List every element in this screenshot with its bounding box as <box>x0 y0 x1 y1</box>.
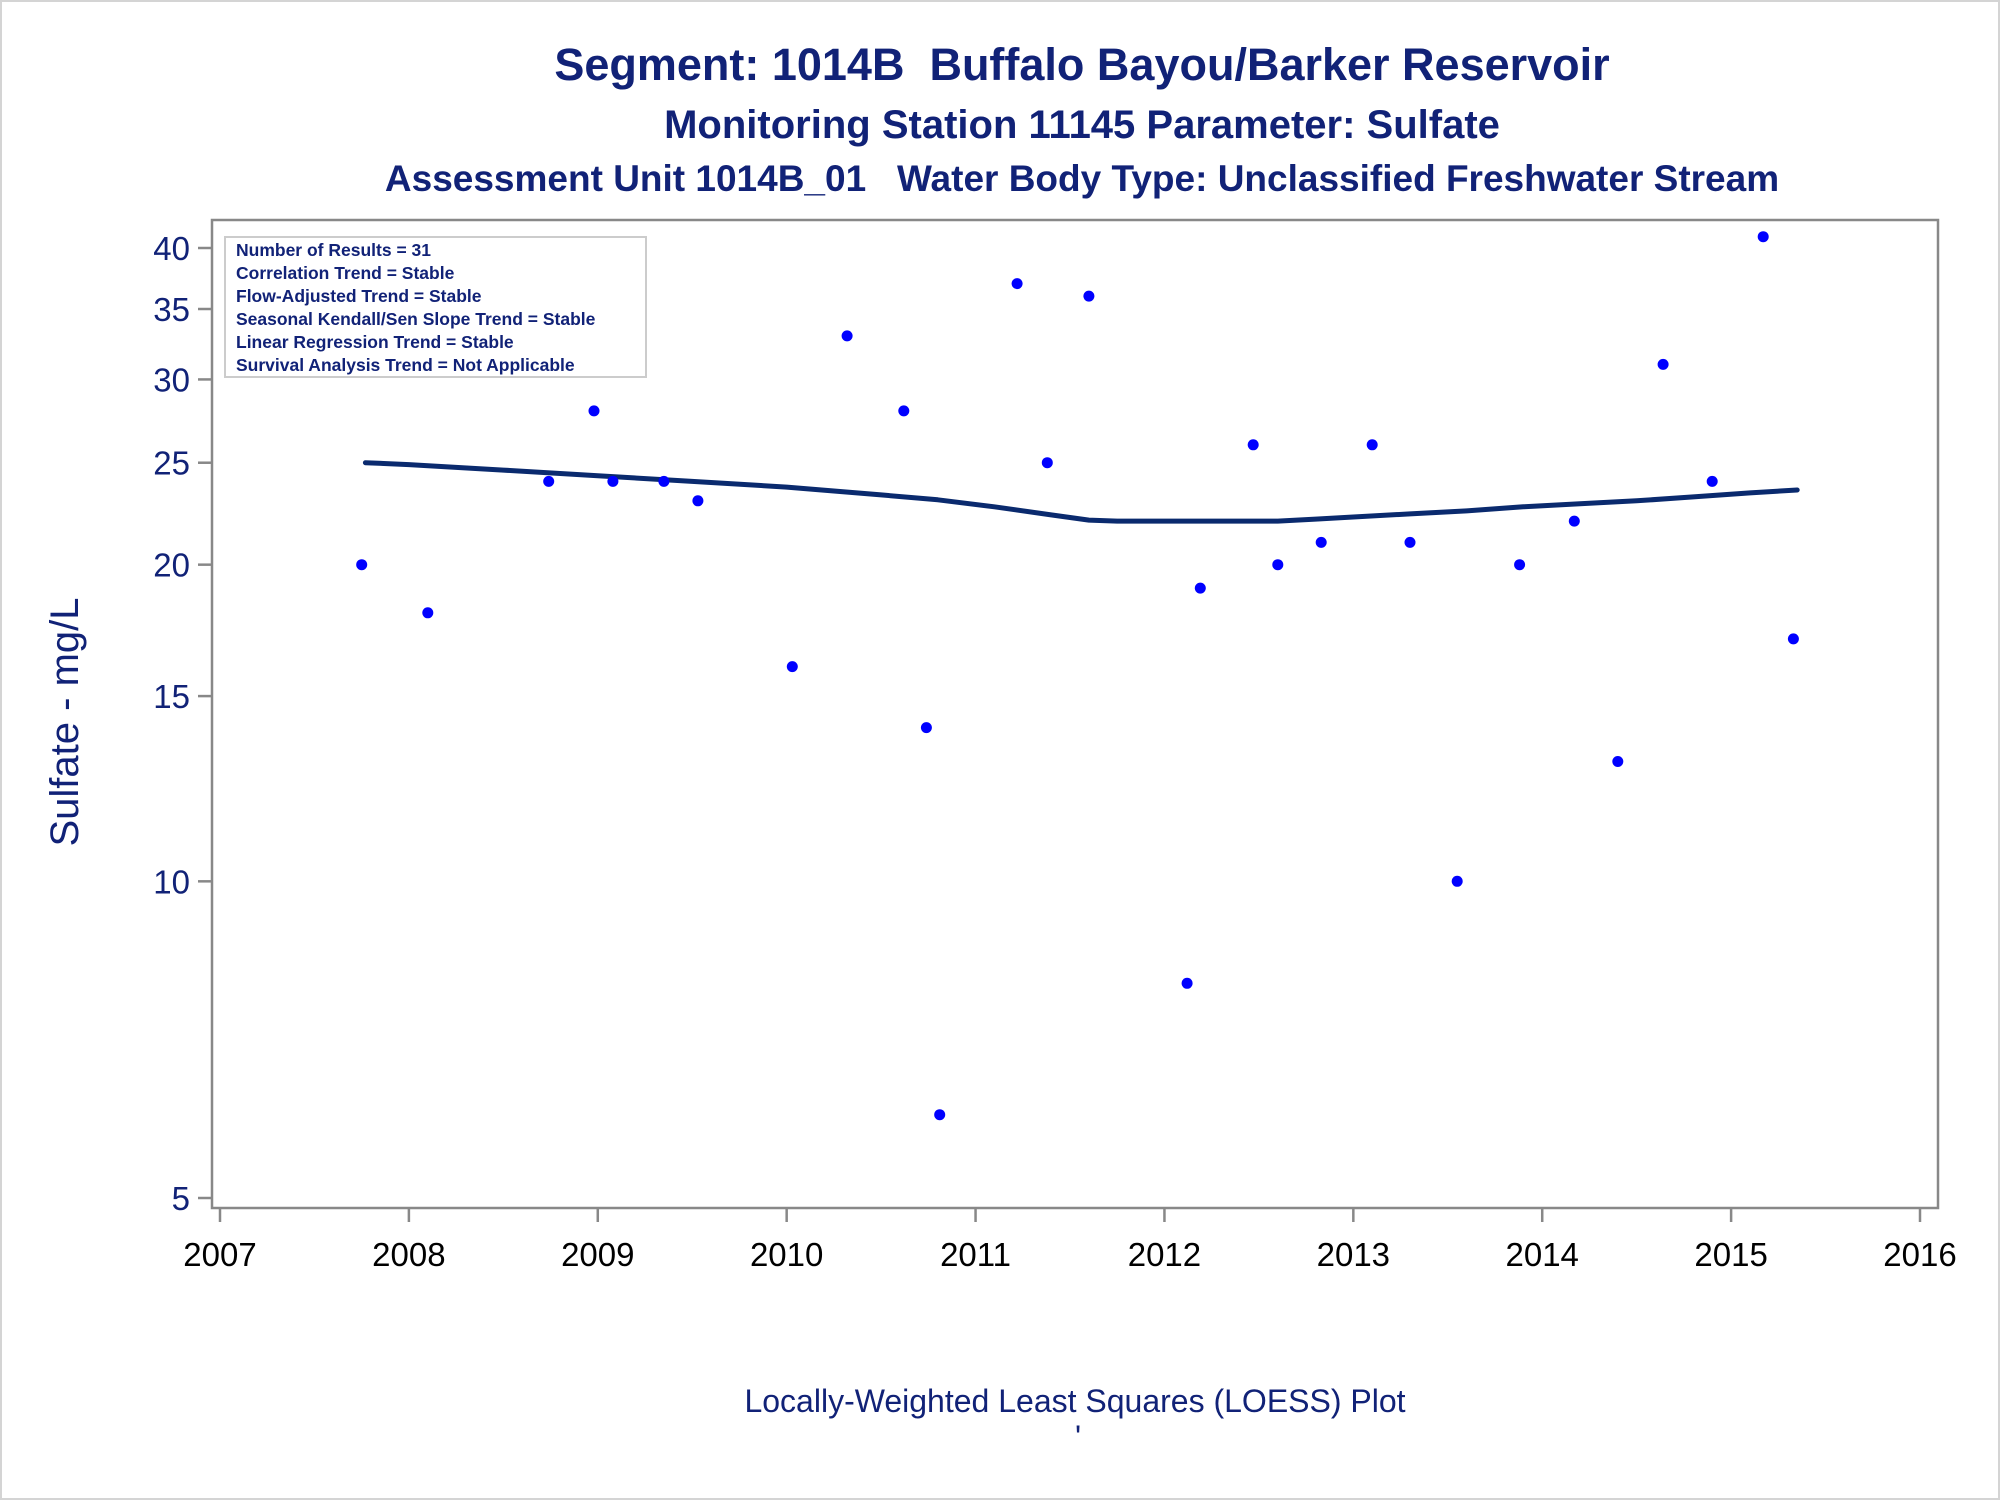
data-point <box>543 475 555 487</box>
x-tick-label: 2007 <box>183 1236 256 1273</box>
data-point <box>1083 290 1095 302</box>
x-tick-label: 2014 <box>1506 1236 1579 1273</box>
plot-area <box>210 218 1940 1210</box>
data-point <box>1706 475 1718 487</box>
data-point <box>1404 536 1416 548</box>
data-point <box>1787 633 1799 645</box>
data-point <box>692 495 704 507</box>
y-tick-label: 40 <box>153 230 190 267</box>
data-point <box>1272 559 1284 571</box>
data-point <box>588 405 600 417</box>
footnote-mark: ' <box>1075 1419 1081 1455</box>
data-point <box>1011 278 1023 290</box>
data-point <box>1568 515 1580 527</box>
data-point <box>1451 875 1463 887</box>
x-axis: 2007 2008 2009 2010 2011 2012 2013 2014 2015 2016 <box>183 1208 1957 1273</box>
data-point <box>658 475 670 487</box>
x-tick-label: 2012 <box>1128 1236 1201 1273</box>
chart-subtitle: Monitoring Station 11145 Parameter: Sulf… <box>664 103 1500 147</box>
stats-line-4: Seasonal Kendall/Sen Slope Trend = Stabl… <box>236 309 596 329</box>
y-tick-label: 30 <box>153 361 190 398</box>
stats-line-3: Flow-Adjusted Trend = Stable <box>236 286 482 306</box>
data-point <box>1315 536 1327 548</box>
data-point <box>1247 439 1259 451</box>
x-tick-label: 2008 <box>372 1236 445 1273</box>
x-tick-label: 2010 <box>750 1236 823 1273</box>
x-tick-label: 2009 <box>561 1236 634 1273</box>
y-tick-label: 20 <box>153 547 190 584</box>
loess-line <box>362 460 1800 524</box>
y-tick-label: 5 <box>172 1180 190 1217</box>
data-point <box>1194 582 1206 594</box>
stats-line-5: Linear Regression Trend = Stable <box>236 332 514 352</box>
data-point <box>1612 756 1624 767</box>
points-layer <box>356 231 1799 1121</box>
stats-box-border <box>224 236 647 378</box>
data-point <box>1366 439 1378 451</box>
data-point <box>1657 358 1669 370</box>
y-tick-label: 35 <box>153 291 190 328</box>
data-point <box>898 405 910 417</box>
data-point <box>1757 231 1769 243</box>
stats-line-2: Correlation Trend = Stable <box>236 263 455 283</box>
data-point <box>1041 457 1053 469</box>
y-axis-label: Sulfate - mg/L <box>43 597 87 846</box>
x-tick-label: 2015 <box>1694 1236 1767 1273</box>
data-point <box>607 475 619 487</box>
y-axis: 5 10 15 20 25 30 35 40 <box>153 230 212 1217</box>
data-point <box>422 607 434 619</box>
x-tick-label: 2013 <box>1317 1236 1390 1273</box>
footnote: Locally-Weighted Least Squares (LOESS) P… <box>744 1383 1405 1419</box>
data-point <box>920 722 932 734</box>
data-point <box>934 1109 946 1121</box>
stats-box: Number of Results = 31 Correlation Trend… <box>224 236 647 378</box>
loess-layer <box>362 460 1800 524</box>
y-tick-label: 25 <box>153 445 190 482</box>
data-point <box>786 661 798 673</box>
stats-line-6: Survival Analysis Trend = Not Applicable <box>236 355 575 375</box>
data-point <box>356 559 368 571</box>
data-point <box>1181 977 1193 989</box>
chart-title: Segment: 1014B Buffalo Bayou/Barker Rese… <box>554 39 1609 90</box>
y-tick-label: 15 <box>153 678 190 715</box>
y-tick-label: 10 <box>153 863 190 900</box>
data-point <box>1514 559 1526 571</box>
data-point <box>841 330 853 342</box>
x-tick-label: 2011 <box>940 1236 1011 1273</box>
chart-subtitle-2: Assessment Unit 1014B_01 Water Body Type… <box>385 158 1779 199</box>
x-tick-label: 2016 <box>1883 1236 1956 1273</box>
stats-line-1: Number of Results = 31 <box>236 240 431 260</box>
